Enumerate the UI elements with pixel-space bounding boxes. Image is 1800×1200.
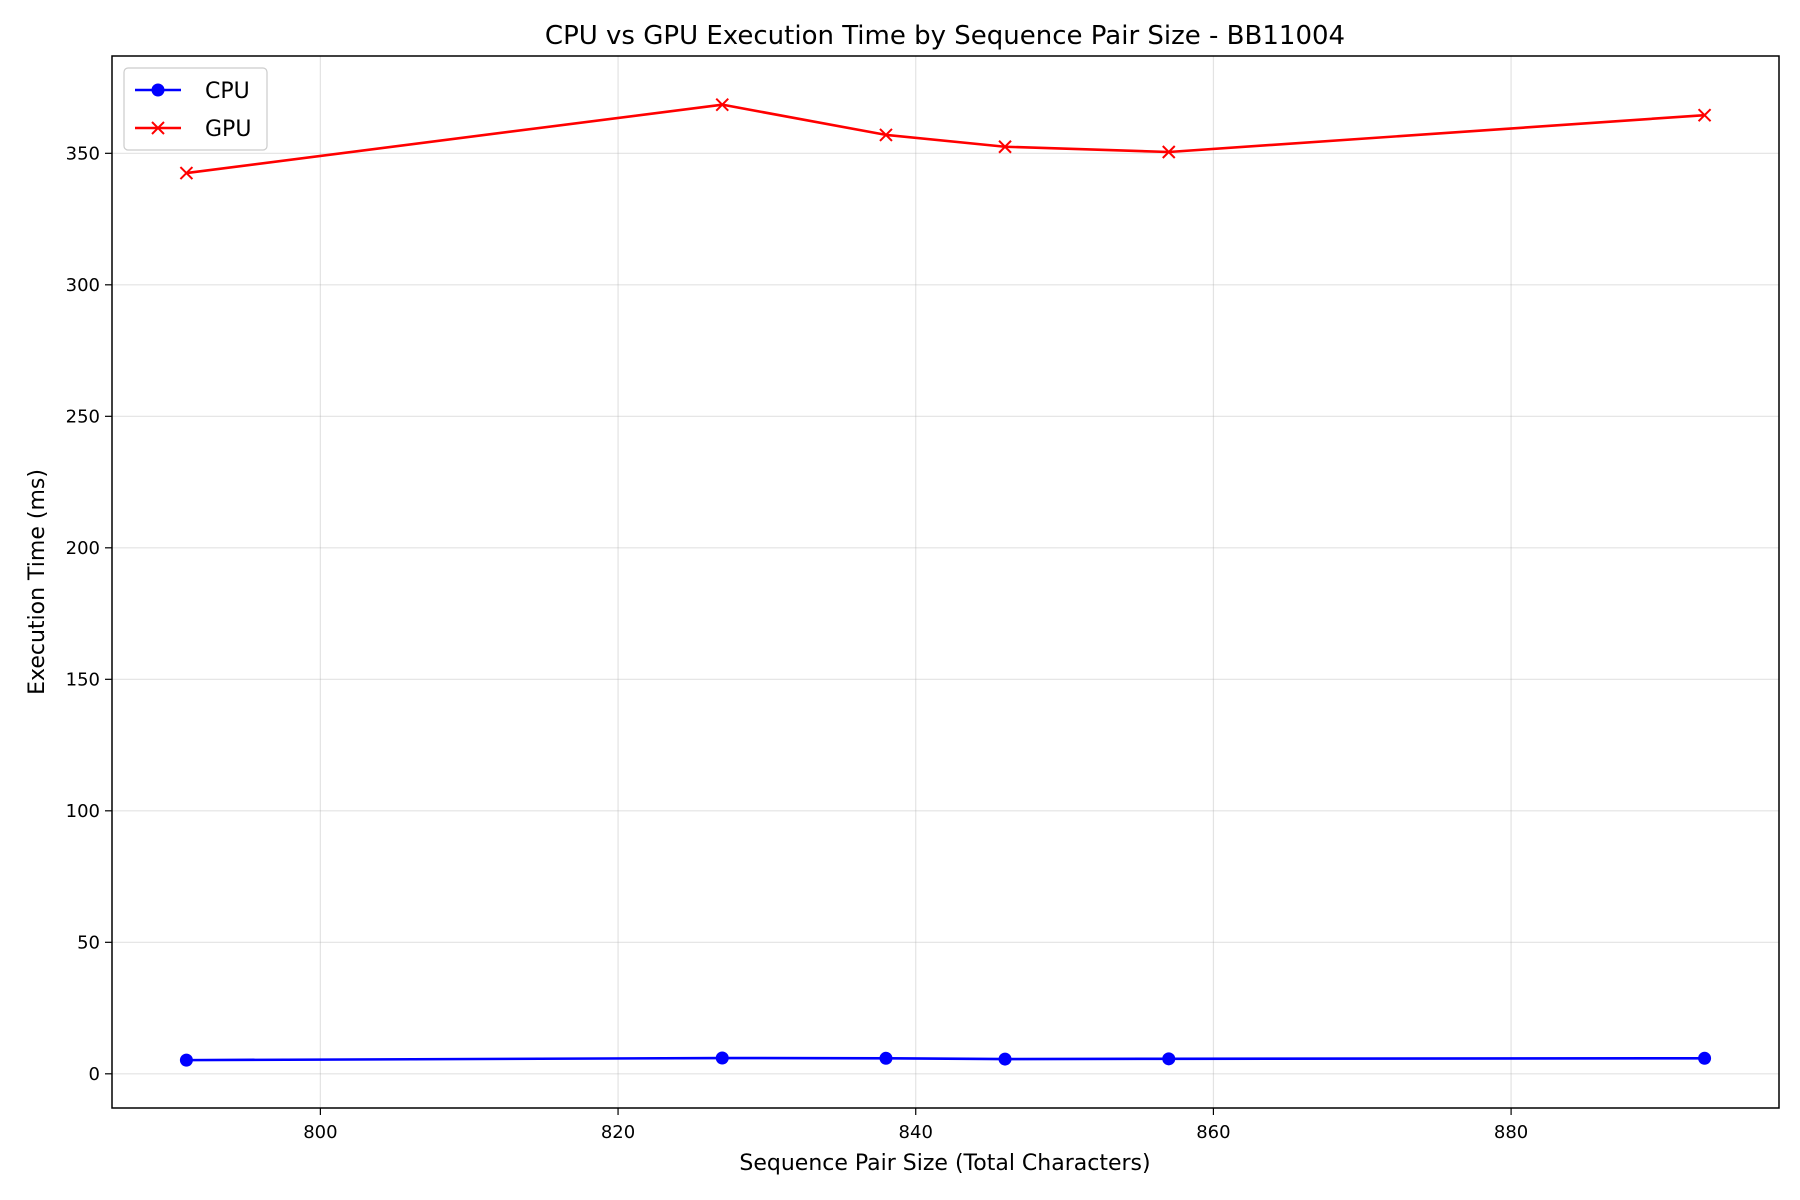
legend-marker-cpu [151, 83, 165, 97]
y-tick-label: 50 [77, 932, 100, 953]
y-tick-label: 350 [66, 143, 100, 164]
gpu-point [179, 166, 194, 180]
cpu-point [179, 1053, 193, 1067]
y-axis-label: Execution Time (ms) [25, 469, 50, 695]
x-tick-label: 860 [1196, 1122, 1230, 1143]
cpu-series [179, 1051, 1712, 1067]
cpu-point [1698, 1051, 1712, 1065]
gpu-line [186, 103, 1705, 175]
x-tick-label: 880 [1494, 1122, 1528, 1143]
plot-frame [111, 55, 1780, 1109]
cpu-point [715, 1051, 729, 1065]
x-axis-label: Sequence Pair Size (Total Characters) [739, 1151, 1150, 1176]
y-tick-label: 150 [66, 669, 100, 690]
legend-marker-gpu [151, 121, 165, 135]
ticks: 800 820 840 860 880 0 50 100 150 200 250 300 350 [66, 143, 1529, 1143]
cpu-line [186, 1056, 1705, 1062]
gpu-point [998, 140, 1012, 154]
x-tick-label: 800 [303, 1122, 337, 1143]
series-layer [179, 97, 1712, 1067]
legend-item-cpu: CPU [135, 79, 250, 104]
chart-title: CPU vs GPU Execution Time by Sequence Pa… [545, 21, 1345, 51]
legend: CPU GPU [123, 67, 268, 151]
gpu-series [179, 97, 1712, 180]
cpu-point [879, 1051, 893, 1065]
gpu-point [715, 97, 729, 112]
gpu-point [1697, 108, 1712, 122]
legend-item-gpu: GPU [135, 117, 251, 142]
cpu-point [1162, 1052, 1176, 1066]
y-tick-label: 200 [66, 538, 100, 559]
y-tick-label: 250 [66, 406, 100, 427]
gpu-point [879, 128, 893, 142]
legend-label-gpu: GPU [205, 117, 251, 142]
y-tick-label: 300 [66, 275, 100, 296]
y-tick-label: 100 [66, 801, 100, 822]
grid [112, 56, 1779, 1108]
legend-label-cpu: CPU [205, 79, 250, 104]
y-tick-label: 0 [89, 1064, 100, 1085]
x-tick-label: 840 [899, 1122, 933, 1143]
x-tick-label: 820 [601, 1122, 635, 1143]
gpu-point [1162, 145, 1176, 159]
cpu-point [998, 1052, 1012, 1066]
